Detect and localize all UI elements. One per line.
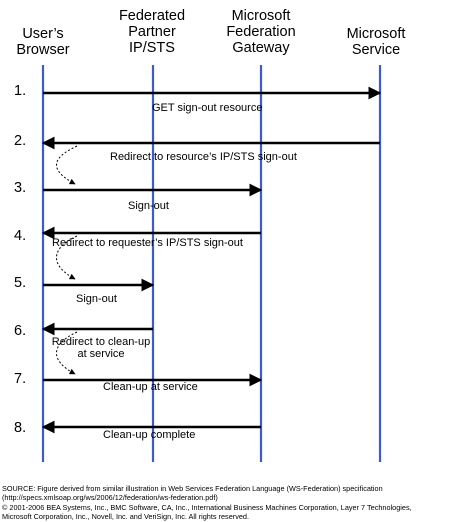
message-label: Sign-out — [128, 200, 169, 212]
processing-loop-arrow — [56, 235, 78, 280]
step-number: 1. — [14, 83, 27, 99]
message-label: Clean-up at service — [103, 381, 198, 393]
step-number: 6. — [14, 323, 27, 339]
message-label: Redirect to resource’s IP/STS sign-out — [110, 151, 297, 163]
step-number: 5. — [14, 275, 27, 291]
message-label: Redirect to clean-up at service — [51, 336, 151, 360]
source-note-line: © 2001-2006 BEA Systems, Inc., BMC Softw… — [2, 503, 412, 512]
processing-loop-arrow — [56, 331, 78, 375]
message-label: Redirect to requester’s IP/STS sign-out — [52, 237, 243, 249]
participant-header-service: Microsoft Service — [346, 26, 406, 58]
participant-header-browser: User’s Browser — [16, 26, 70, 58]
source-note-line: Microsoft Corporation, Inc., Novell, Inc… — [2, 512, 249, 521]
step-number: 4. — [14, 228, 27, 244]
participant-header-partner: Federated Partner IP/STS — [118, 8, 186, 56]
step-number: 8. — [14, 420, 27, 436]
participant-header-gateway: Microsoft Federation Gateway — [226, 8, 296, 56]
source-note-line: (http://specs.xmlsoap.org/ws/2006/12/fed… — [2, 493, 218, 502]
step-number: 2. — [14, 133, 27, 149]
step-number: 7. — [14, 371, 27, 387]
processing-loop-arrow — [56, 145, 78, 185]
message-label: GET sign-out resource — [152, 102, 263, 114]
step-number: 3. — [14, 180, 27, 196]
message-label: Sign-out — [76, 293, 117, 305]
source-note-line: SOURCE: Figure derived from similar illu… — [2, 484, 383, 493]
message-label: Clean-up complete — [103, 429, 196, 441]
